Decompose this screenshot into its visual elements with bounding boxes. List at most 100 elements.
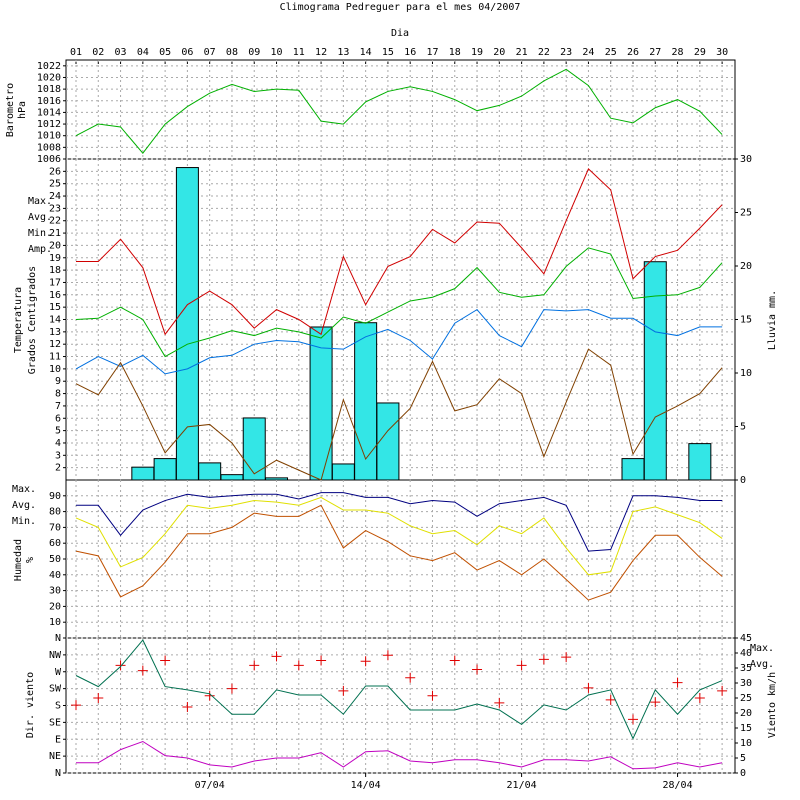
day-label: 10 <box>270 47 282 58</box>
y-tick-label: 1008 <box>37 142 61 153</box>
direction-marker <box>449 655 460 666</box>
legend-label: Min. <box>28 228 52 239</box>
day-label: 19 <box>471 47 483 58</box>
y-tick-label: 10 <box>49 364 61 375</box>
y-tick-label: 60 <box>49 538 61 549</box>
series-line <box>75 496 723 576</box>
direction-marker <box>338 685 349 696</box>
legend-label: Avg. <box>28 212 52 223</box>
y2-tick-label: 25 <box>740 693 752 704</box>
y2-tick-label: 20 <box>740 708 752 719</box>
direction-marker <box>293 660 304 671</box>
y-tick-label: 19 <box>49 253 61 264</box>
x-tick-label: 14/04 <box>351 780 381 791</box>
day-label: 18 <box>449 47 461 58</box>
y-tick-label: 5 <box>55 426 61 437</box>
y2-tick-label: 0 <box>740 768 746 779</box>
y-tick-label: 30 <box>49 586 61 597</box>
y-tick-label: 13 <box>49 327 61 338</box>
y-tick-label: 70 <box>49 522 61 533</box>
day-label: 03 <box>115 47 127 58</box>
y2-tick-label: 5 <box>740 753 746 764</box>
direction-marker <box>271 651 282 662</box>
series-line <box>76 740 723 770</box>
y-tick-label: 18 <box>49 265 61 276</box>
y-tick-label: 8 <box>55 389 61 400</box>
day-label: 12 <box>315 47 327 58</box>
direction-marker <box>605 694 616 705</box>
y-axis-title: Grados Centigrados <box>27 266 38 374</box>
direction-marker <box>405 672 416 683</box>
day-label: 05 <box>159 47 171 58</box>
rain-bar <box>242 417 266 481</box>
day-label: 28 <box>672 47 684 58</box>
x-axis-title: Dia <box>391 28 409 39</box>
y2-tick-label: 0 <box>740 475 746 486</box>
day-label: 26 <box>627 47 639 58</box>
direction-marker <box>672 677 683 688</box>
y-tick-label: 7 <box>55 401 61 412</box>
series-line <box>75 504 723 601</box>
y-tick-label: 1014 <box>37 107 61 118</box>
day-label: 16 <box>404 47 416 58</box>
y-axis-title: % <box>25 557 36 563</box>
rain-bar <box>309 326 333 481</box>
day-label: 11 <box>293 47 305 58</box>
day-label: 22 <box>538 47 550 58</box>
rain-bar <box>175 167 199 481</box>
y-tick-label: 6 <box>55 413 61 424</box>
x-tick-label: 28/04 <box>663 780 693 791</box>
y2-axis-title: Lluvia mm. <box>767 290 778 350</box>
y-tick-label: 12 <box>49 339 61 350</box>
day-label: 27 <box>649 47 661 58</box>
day-label: 20 <box>493 47 505 58</box>
y-tick-label: 1016 <box>37 96 61 107</box>
y-tick-label: SW <box>49 684 62 695</box>
direction-marker <box>694 693 705 703</box>
day-label: 15 <box>382 47 394 58</box>
rain-bar <box>354 322 378 481</box>
rain-bar <box>643 261 667 481</box>
day-label: 01 <box>70 47 82 58</box>
y-tick-label: 24 <box>49 191 61 202</box>
direction-marker <box>204 690 215 701</box>
direction-marker <box>516 660 527 671</box>
series-line <box>76 492 723 552</box>
rain-bar <box>331 463 355 481</box>
y-tick-label: N <box>55 768 61 779</box>
y-axis-title: Humedad <box>13 539 24 581</box>
y2-tick-label: 10 <box>740 738 752 749</box>
y-tick-label: S <box>55 701 61 712</box>
legend-label: Max. <box>750 643 774 654</box>
y-tick-label: W <box>55 667 62 678</box>
y-tick-label: 25 <box>49 179 61 190</box>
y-tick-label: 1020 <box>37 72 61 83</box>
y2-tick-label: 10 <box>740 368 752 379</box>
direction-marker <box>538 654 549 665</box>
rain-bar <box>153 458 177 481</box>
y-tick-label: 3 <box>55 450 61 461</box>
series-line <box>75 348 723 481</box>
rain-bar <box>621 458 645 481</box>
day-label: 24 <box>582 47 594 58</box>
x-tick-label: 21/04 <box>507 780 537 791</box>
y-tick-label: 1006 <box>37 154 61 165</box>
rain-bar <box>688 443 712 481</box>
y2-tick-label: 15 <box>740 723 752 734</box>
series-line <box>75 308 723 375</box>
direction-marker <box>115 660 126 671</box>
x-tick-label: 07/04 <box>195 780 225 791</box>
y-tick-label: 20 <box>49 240 61 251</box>
series-line <box>75 639 723 740</box>
y-tick-label: SE <box>49 717 61 728</box>
y-tick-label: 26 <box>49 166 61 177</box>
y-tick-label: 1010 <box>37 131 61 142</box>
series-line <box>75 68 723 154</box>
day-label: 04 <box>137 47 149 58</box>
direction-marker <box>93 693 104 703</box>
day-label: 21 <box>516 47 528 58</box>
direction-marker <box>226 683 237 694</box>
legend-label: Min. <box>12 516 36 527</box>
rain-bar <box>131 466 155 481</box>
direction-marker <box>717 685 728 696</box>
